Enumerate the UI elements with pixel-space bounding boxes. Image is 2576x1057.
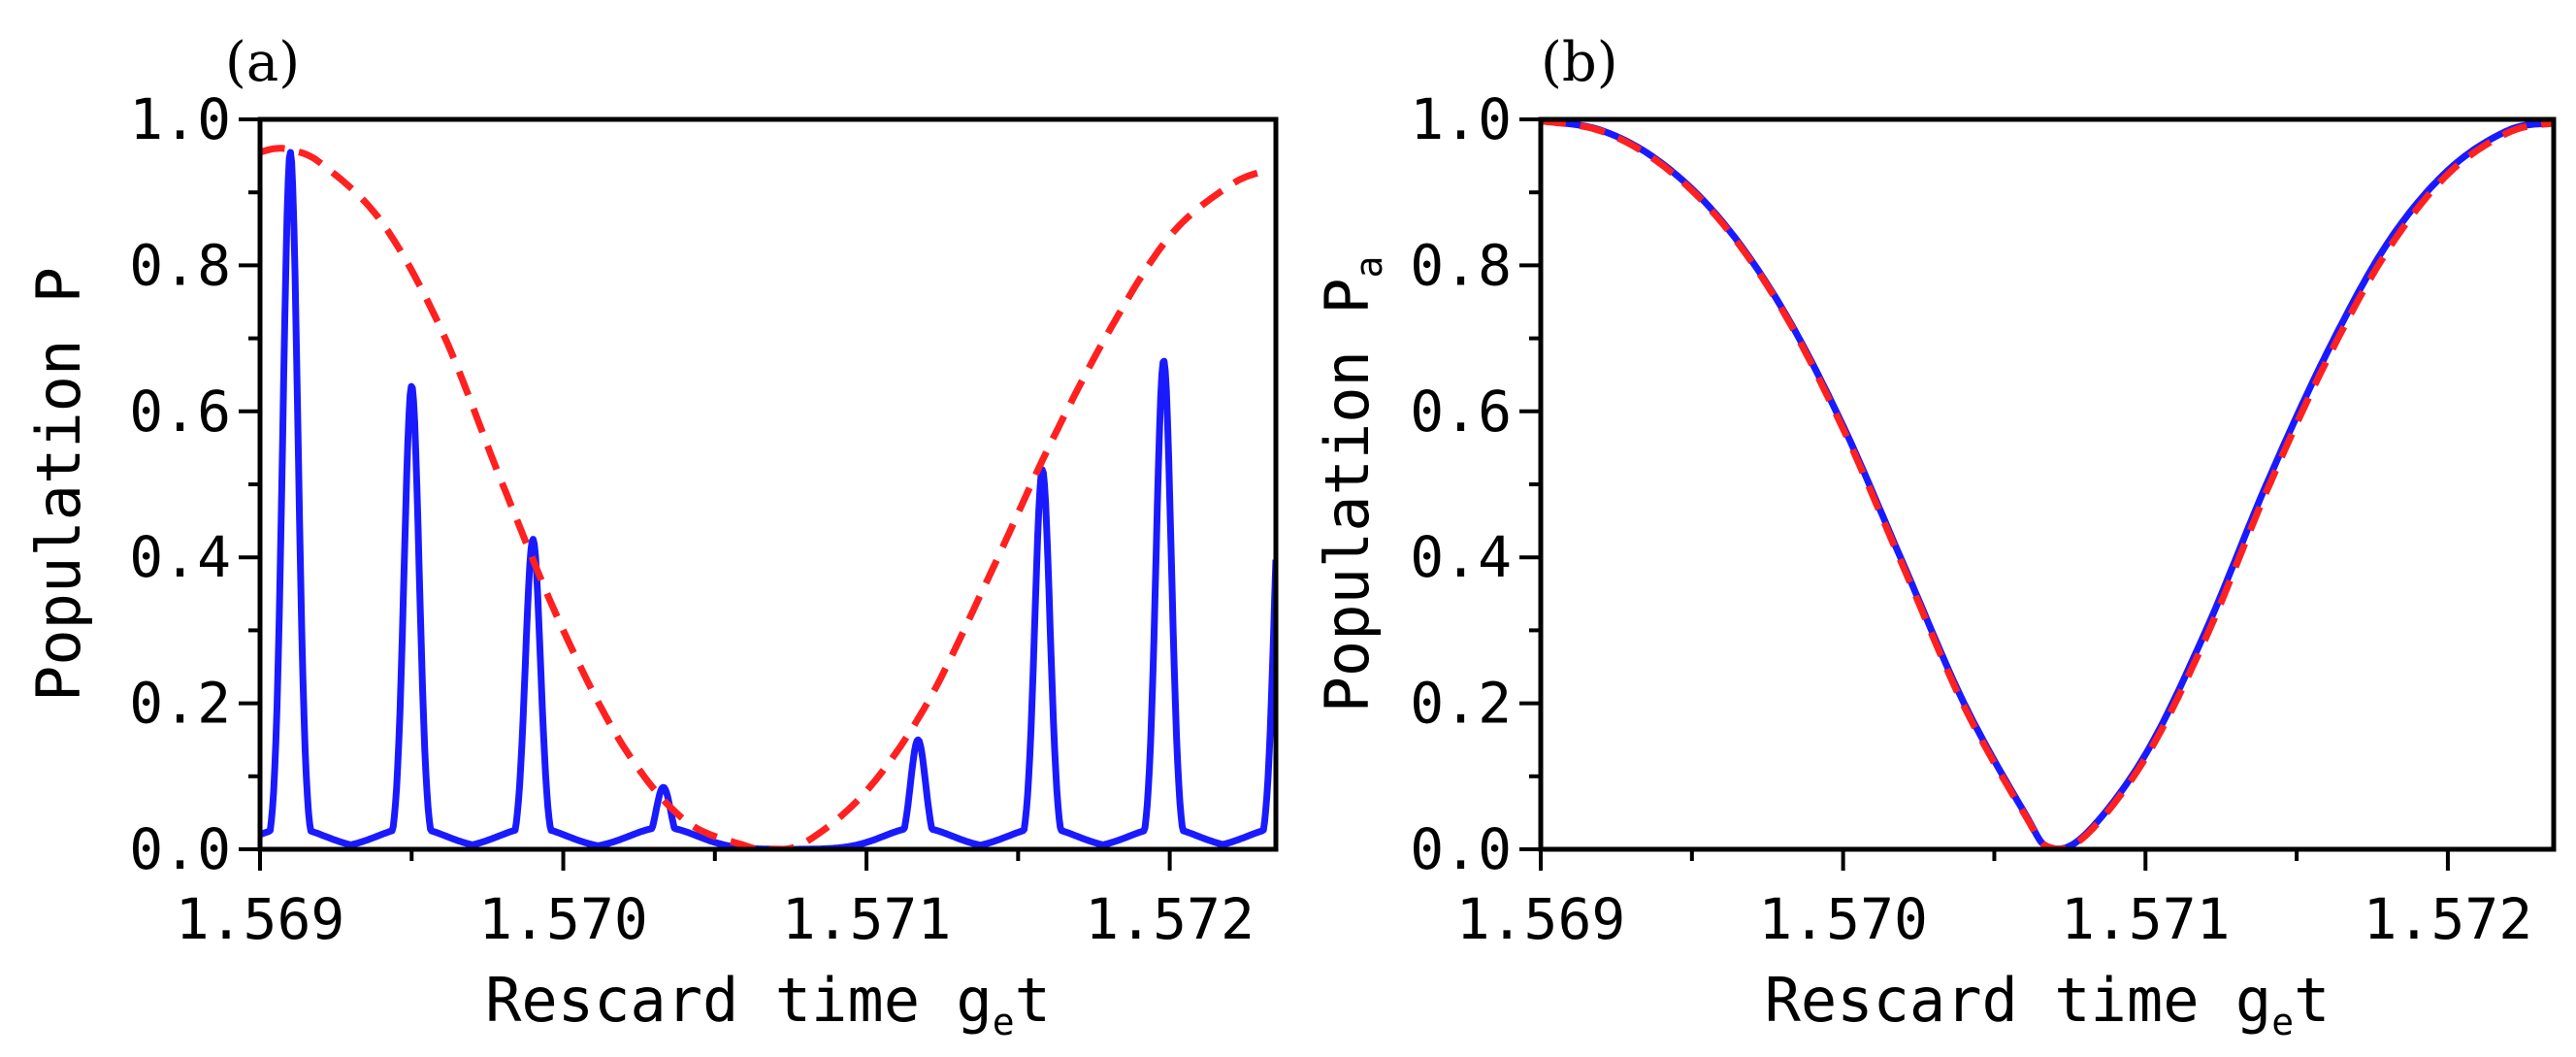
series-dashed-line	[1541, 119, 2554, 849]
panel-label: (a)	[225, 31, 300, 94]
y-tick-label: 0.6	[129, 379, 231, 445]
y-tick-label: 0.2	[1410, 671, 1512, 737]
y-axis-title: Population P	[23, 267, 94, 702]
x-tick-label: 1.570	[478, 886, 648, 952]
x-tick-label: 1.569	[176, 886, 345, 952]
panel-b: 1.569 1.570 1.571 1.572 0.0 0.2 0.4 0.6 0.8 1.0 (b…	[1312, 31, 2557, 1043]
x-tick-label: 1.572	[2364, 886, 2533, 952]
plot-frame	[257, 116, 1279, 852]
y-tick-label: 1.0	[1410, 86, 1512, 152]
y-tick-label: 0.6	[1410, 379, 1512, 445]
series-oscillating-line	[260, 149, 1276, 849]
x-axis-title: Rescard time get	[485, 965, 1051, 1043]
y-tick-label: 0.4	[129, 524, 231, 590]
x-tick-label: 1.572	[1085, 886, 1255, 952]
y-tick-label: 0.8	[129, 232, 231, 298]
y-tick-label: 0.8	[1410, 232, 1512, 298]
y-tick-label: 0.0	[129, 816, 231, 882]
panel-a: 1.569 1.570 1.571 1.572 0.0 0.2 0.4 0.6 0.8 1.0(a…	[23, 31, 1279, 1043]
panel-label: (b)	[1541, 31, 1618, 94]
x-tick-label: 1.571	[2061, 886, 2231, 952]
y-tick-label: 0.2	[129, 671, 231, 737]
series-envelope-line	[260, 145, 1270, 849]
x-tick-label: 1.570	[1758, 886, 1928, 952]
y-tick-label: 1.0	[129, 86, 231, 152]
x-tick-label: 1.571	[782, 886, 952, 952]
y-tick-label: 0.0	[1410, 816, 1512, 882]
x-tick-label: 1.569	[1456, 886, 1626, 952]
x-axis-title: Rescard time get	[1765, 965, 2331, 1043]
y-axis-title: Population Pa	[1312, 256, 1390, 713]
y-tick-label: 0.4	[1410, 524, 1512, 590]
